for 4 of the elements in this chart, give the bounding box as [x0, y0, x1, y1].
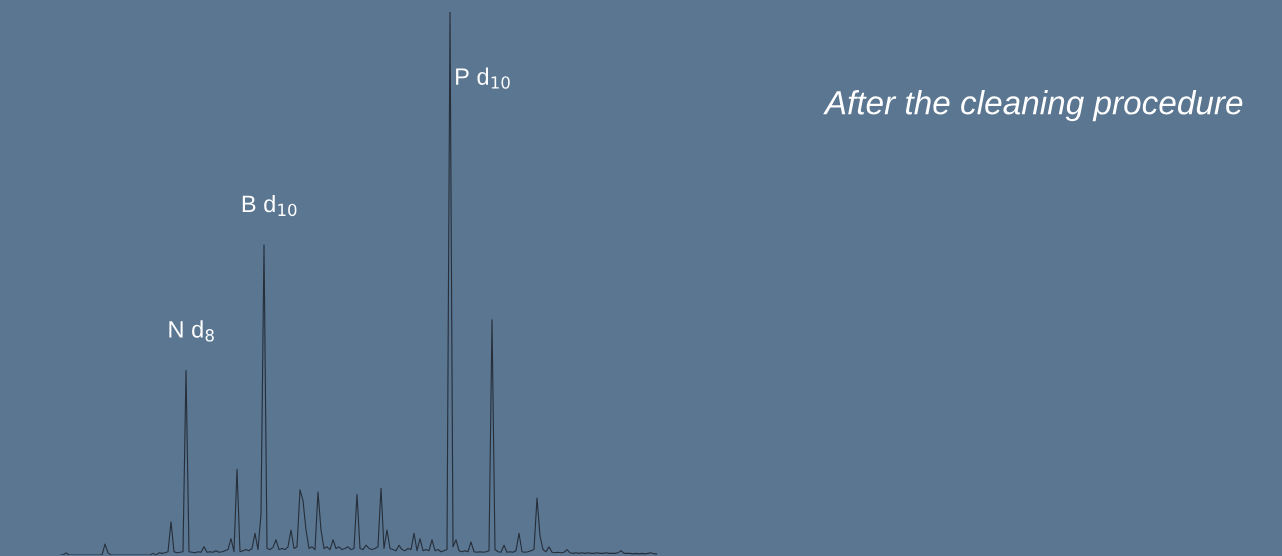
annotation: N d$_{8}$: [169, 320, 214, 342]
annotation: P d$_{10}$: [456, 67, 510, 89]
annotation: B d$_{10}$: [242, 194, 297, 217]
text: After the cleaning procedure: [823, 90, 1243, 122]
